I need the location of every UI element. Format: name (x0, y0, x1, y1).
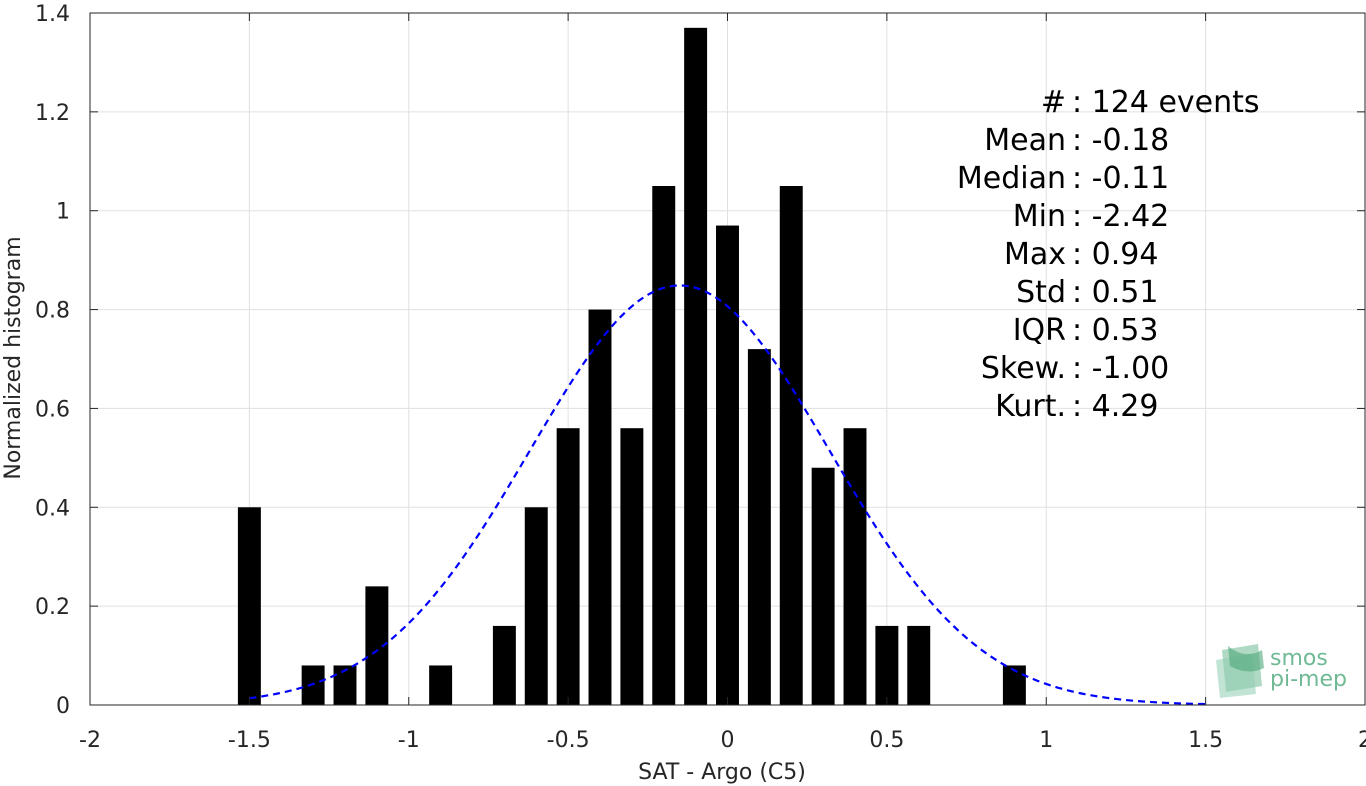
histogram-bar-16 (843, 428, 867, 705)
x-tick-label-8: 2 (1358, 728, 1366, 753)
svg-text:: -2.42: : -2.42 (1072, 199, 1169, 234)
logo-line2: pi-mep (1270, 667, 1347, 692)
histogram-bar-11 (684, 27, 708, 706)
histogram-bar-19 (1002, 665, 1026, 705)
x-tick-label-1: -1.5 (228, 728, 271, 753)
histogram-bar-10 (652, 186, 676, 705)
histogram-bar-18 (907, 625, 931, 705)
stat-line-3: Min: -2.42 (1013, 199, 1170, 234)
y-tick-label-6: 1.2 (35, 101, 70, 126)
y-tick-label-0: 0 (56, 694, 70, 719)
svg-text:Max: Max (1004, 237, 1066, 272)
stat-line-4: Max: 0.94 (1004, 237, 1158, 272)
normal-fit-curve (249, 284, 1206, 706)
y-tick-label-2: 0.4 (35, 496, 70, 521)
svg-text:Skew.: Skew. (981, 351, 1066, 386)
histogram-bar-0 (237, 507, 261, 705)
histogram-bar-9 (620, 428, 644, 705)
histogram-bar-3 (365, 586, 389, 705)
histogram-bar-17 (875, 625, 899, 705)
bars (237, 27, 1026, 706)
svg-text:: 0.51: : 0.51 (1072, 275, 1158, 310)
histogram-bar-12 (716, 225, 739, 706)
histogram-bar-7 (556, 428, 580, 705)
stat-line-6: IQR: 0.53 (1013, 313, 1159, 348)
histogram-bar-1 (301, 665, 325, 705)
histogram-bar-5 (492, 625, 516, 705)
y-tick-label-5: 1 (56, 200, 70, 225)
svg-text:: 0.53: : 0.53 (1072, 313, 1158, 348)
histogram-bar-2 (333, 665, 357, 705)
x-axis-tick-labels: -2 -1.5 -1 -0.5 0 0.5 1 1.5 2 (79, 728, 1366, 753)
x-tick-label-5: 0.5 (869, 728, 904, 753)
svg-text:: -0.18: : -0.18 (1072, 123, 1169, 158)
histogram-bar-8 (588, 309, 612, 705)
svg-text:Kurt.: Kurt. (995, 389, 1066, 424)
histogram-bar-4 (429, 665, 453, 705)
y-tick-label-4: 0.8 (35, 299, 70, 324)
stat-line-8: Kurt.: 4.29 (995, 389, 1158, 424)
svg-text:: -1.00: : -1.00 (1072, 351, 1169, 386)
stat-line-5: Std: 0.51 (1016, 275, 1158, 310)
axis-ticks (89, 12, 1366, 706)
svg-text:Min: Min (1013, 199, 1066, 234)
y-tick-label-1: 0.2 (35, 595, 70, 620)
svg-text:IQR: IQR (1013, 313, 1066, 348)
svg-text:Std: Std (1016, 275, 1066, 310)
y-tick-label-7: 1.4 (35, 2, 70, 27)
y-axis-tick-labels: 0 0.2 0.4 0.6 0.8 1 1.2 1.4 (35, 2, 70, 719)
svg-text:#: # (1041, 85, 1066, 120)
svg-text:Median: Median (957, 161, 1066, 196)
svg-text:: 124 events: : 124 events (1072, 85, 1260, 120)
logo-mark-icon (1216, 644, 1264, 698)
y-axis-label: Normalized histogram (1, 236, 26, 479)
x-tick-label-3: -0.5 (547, 728, 590, 753)
svg-text:Mean: Mean (984, 123, 1066, 158)
stat-line-0: #: 124 events (1041, 85, 1260, 120)
svg-text:: 0.94: : 0.94 (1072, 237, 1158, 272)
histogram-bar-14 (779, 186, 803, 705)
smos-pi-mep-logo: smos pi-mep (1216, 644, 1347, 698)
logo-line1: smos (1270, 646, 1328, 671)
stat-line-2: Median: -0.11 (957, 161, 1169, 196)
x-tick-label-4: 0 (721, 728, 735, 753)
y-tick-label-3: 0.6 (35, 397, 70, 422)
x-tick-label-0: -2 (79, 728, 101, 753)
stat-line-1: Mean: -0.18 (984, 123, 1169, 158)
histogram-bar-13 (747, 349, 771, 705)
svg-text:: 4.29: : 4.29 (1072, 389, 1158, 424)
x-tick-label-2: -1 (398, 728, 420, 753)
svg-text:: -0.11: : -0.11 (1072, 161, 1169, 196)
histogram-bar-15 (811, 467, 835, 705)
stat-line-7: Skew.: -1.00 (981, 351, 1169, 386)
histogram-bar-6 (524, 507, 548, 705)
x-tick-label-6: 1 (1039, 728, 1053, 753)
x-tick-label-7: 1.5 (1188, 728, 1223, 753)
x-axis-label: SAT - Argo (C5) (638, 760, 806, 785)
